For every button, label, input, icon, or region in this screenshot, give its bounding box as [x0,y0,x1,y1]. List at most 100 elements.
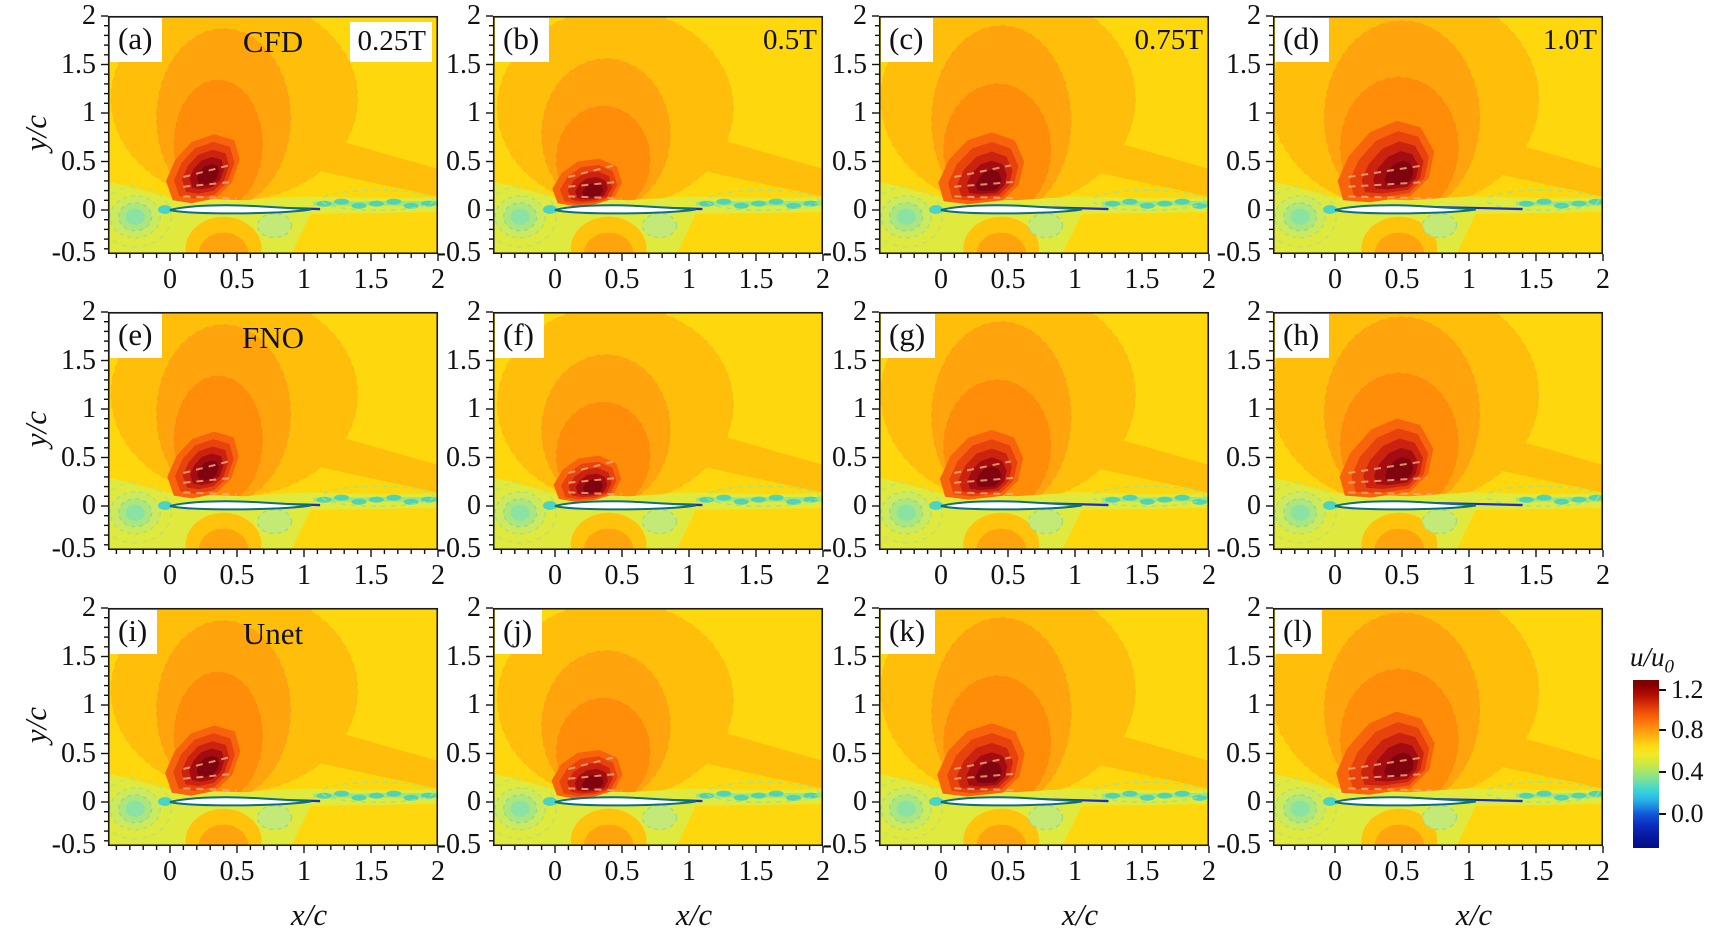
contour-field [486,15,824,261]
x-tick-label: 0.5 [219,560,255,591]
y-tick-label: 1.5 [1226,344,1261,376]
x-axis-label: x/c [675,897,713,932]
contour-field [872,15,1210,261]
y-tick-label: -0.5 [1216,829,1261,860]
x-tick-label: 2 [816,264,830,295]
x-tick-label: 0 [548,560,562,591]
y-tick-label: 1 [467,689,481,720]
contour-field [1266,15,1604,261]
y-tick-label: 0 [467,786,481,817]
panel-tag: (g) [881,314,936,358]
y-tick-label: 1.5 [446,48,481,80]
axis-ticks [101,15,439,261]
x-tick-label: 0 [163,856,177,887]
x-axis-label: x/c [1455,897,1493,932]
y-tick-label: 0 [1247,194,1261,225]
y-tick-label: -0.5 [51,237,96,268]
colorbar-title-sub: 0 [1664,656,1675,678]
colorbar-tick-label: 0.0 [1671,799,1704,828]
panel-tag: (b) [495,18,550,62]
time-label: 0.5T [763,24,817,56]
x-tick-label: 0 [548,856,562,887]
y-tick-label: 2 [1247,296,1261,327]
x-tick-label: 0.5 [219,856,255,887]
y-tick-label: 1 [853,393,867,424]
axis-ticks [872,607,1210,853]
x-tick-label: 2 [1202,856,1216,887]
y-tick-label: 0 [467,490,481,521]
y-tick-label: 2 [1247,592,1261,623]
y-tick-label: 2 [1247,0,1261,31]
axis-ticks [1266,607,1604,853]
x-tick-label: 1 [297,560,311,591]
x-tick-label: 0.5 [990,560,1026,591]
method-label: CFD [242,24,304,59]
y-tick-label: 0.5 [832,441,867,473]
colorbar-title-main: u/u [1630,642,1665,672]
x-tick-label: 1 [297,856,311,887]
y-tick-label: 1.5 [1226,48,1261,80]
x-tick-label: 1 [1068,856,1082,887]
axis-ticks [486,311,824,557]
y-tick-label: -0.5 [822,237,867,268]
x-tick-label: 1 [1068,264,1082,295]
y-tick-label: 0 [1247,786,1261,817]
x-tick-label: 2 [816,560,830,591]
y-tick-label: 1.5 [61,48,96,80]
y-tick-label: -0.5 [436,829,481,860]
x-tick-label: 2 [816,856,830,887]
x-tick-label: 2 [1596,856,1610,887]
x-tick-label: 2 [1596,264,1610,295]
panel-d: (d) 1.0T [1266,15,1604,261]
x-tick-label: 1.5 [738,856,774,887]
colorbar: 1.2 0.8 0.4 0.0 [1633,675,1711,848]
panel-l: (l) [1266,607,1604,853]
x-tick-label: 0.5 [604,856,640,887]
y-tick-label: 1 [1247,689,1261,720]
y-tick-label: 0 [853,194,867,225]
axis-ticks [486,607,824,853]
panel-tag: (h) [1275,314,1330,358]
x-tick-label: 0 [934,560,948,591]
axis-ticks [872,15,1210,261]
colorbar-tick-mark [1659,689,1666,691]
y-tick-label: 1 [853,97,867,128]
y-tick-label: 2 [82,592,96,623]
axis-ticks [101,311,439,557]
contour-field [872,311,1210,557]
y-axis-label: y/c [18,706,53,744]
panel-c: (c) 0.75T [872,15,1210,261]
y-tick-label: -0.5 [1216,533,1261,564]
x-tick-label: 1.5 [1124,560,1160,591]
y-tick-label: 0.5 [832,145,867,177]
y-tick-label: 0.5 [832,737,867,769]
axis-ticks [872,311,1210,557]
y-tick-label: 0 [82,786,96,817]
axis-ticks [101,607,439,853]
y-tick-label: 2 [82,0,96,31]
panel-b: (b) 0.5T [486,15,824,261]
contour-field [486,311,824,557]
x-tick-label: 0.5 [219,264,255,295]
x-tick-label: 2 [1596,560,1610,591]
x-tick-label: 1.5 [738,264,774,295]
x-tick-label: 0 [548,264,562,295]
panel-tag: (j) [495,610,543,654]
panel-tag: (d) [1275,18,1330,62]
y-tick-label: 0 [1247,490,1261,521]
x-tick-label: 2 [431,856,445,887]
y-tick-label: -0.5 [436,237,481,268]
y-tick-label: 0 [853,786,867,817]
y-tick-label: -0.5 [822,533,867,564]
x-tick-label: 2 [431,264,445,295]
x-tick-label: 2 [431,560,445,591]
x-tick-label: 0.5 [1384,856,1420,887]
y-tick-label: 1 [1247,393,1261,424]
x-tick-label: 1 [1068,560,1082,591]
panel-g: (g) [872,311,1210,557]
y-tick-label: 0 [467,194,481,225]
time-label: 0.25T [349,22,432,62]
x-tick-label: 0 [934,264,948,295]
contour-field [872,607,1210,853]
y-tick-label: 2 [853,296,867,327]
